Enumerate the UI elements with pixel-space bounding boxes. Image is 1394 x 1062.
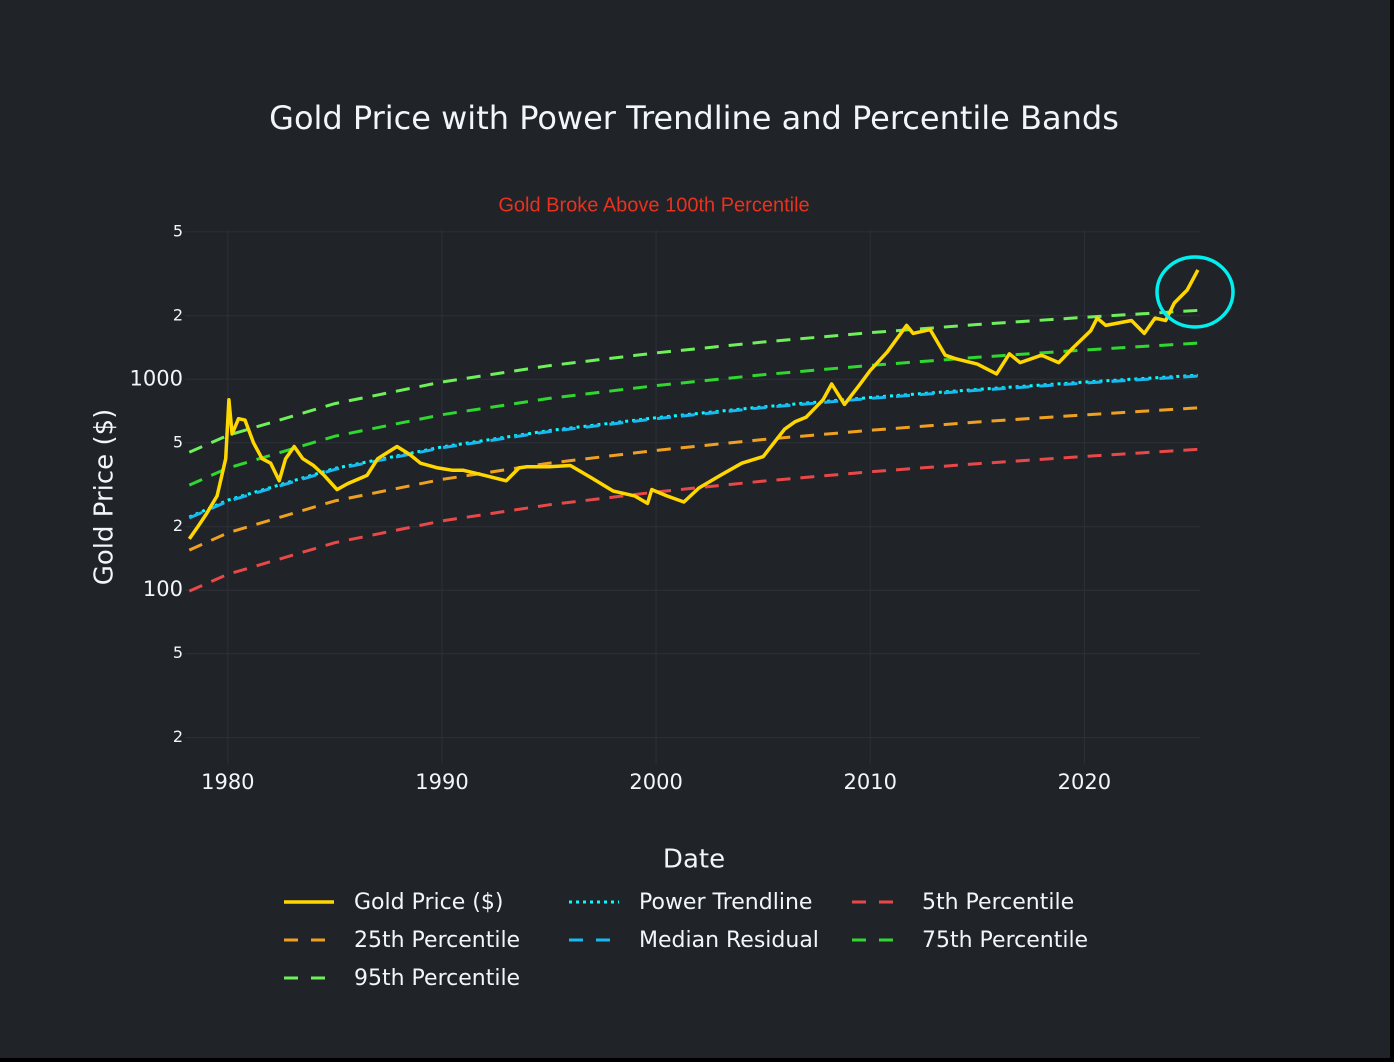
legend-label: 95th Percentile	[354, 966, 520, 991]
y-axis-title: Gold Price ($)	[90, 409, 120, 586]
grid: 5 2 1000 5 2 100 5 2 1980 1990 2000 2010 2020	[130, 221, 1200, 794]
y-tick-label: 100	[143, 577, 183, 601]
legend-label: 5th Percentile	[922, 890, 1074, 915]
y-tick-label: 2	[173, 727, 183, 746]
legend-label: Power Trendline	[639, 890, 812, 915]
x-tick-label: 2020	[1058, 770, 1111, 794]
chart-title: Gold Price with Power Trendline and Perc…	[269, 99, 1119, 137]
legend-label: Median Residual	[639, 928, 819, 953]
highlight-circle	[1155, 255, 1235, 329]
y-tick-label: 5	[173, 221, 183, 240]
legend-label: 75th Percentile	[922, 928, 1088, 953]
annotation: Gold Broke Above 100th Percentile	[498, 194, 809, 216]
y-tick-label: 1000	[130, 366, 183, 390]
x-tick-label: 2010	[844, 770, 897, 794]
legend-label: 25th Percentile	[354, 928, 520, 953]
y-tick-label: 2	[173, 516, 183, 535]
x-tick-label: 1990	[415, 770, 468, 794]
legend: Gold Price ($) Power Trendline 5th Percent…	[284, 890, 1088, 991]
series-line	[187, 269, 1200, 540]
y-tick-label: 5	[173, 643, 183, 662]
x-axis-title: Date	[663, 845, 725, 875]
y-tick-label: 5	[173, 432, 183, 451]
legend-label: Gold Price ($)	[354, 890, 503, 915]
y-tick-label: 2	[173, 305, 183, 324]
x-tick-label: 2000	[629, 770, 682, 794]
x-tick-label: 1980	[201, 770, 254, 794]
plot-lines	[187, 269, 1200, 593]
